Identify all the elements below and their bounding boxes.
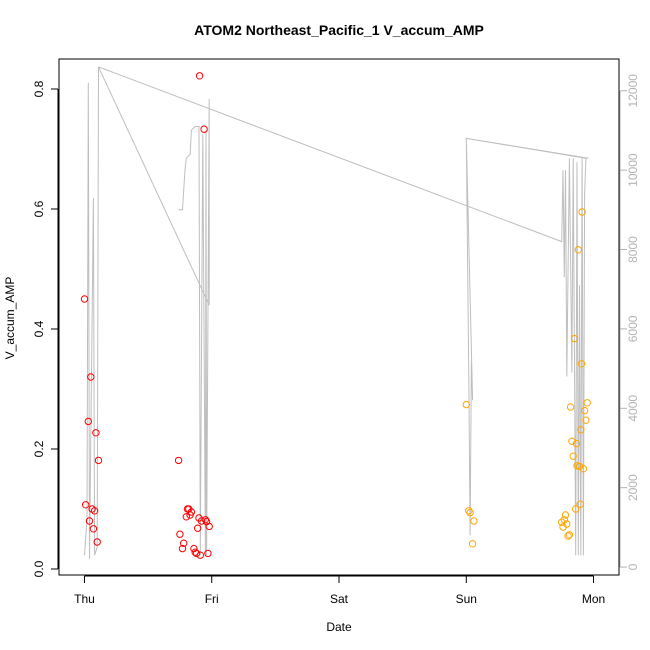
data-point-red-15 — [182, 513, 191, 521]
data-point-orange-16 — [572, 505, 580, 513]
x-tick-label-thu: Thu — [74, 592, 95, 606]
y-tick-label: 0.0 — [32, 560, 46, 577]
line-series — [84, 66, 589, 560]
x-axis-label: Date — [326, 620, 352, 634]
data-point-orange-23 — [577, 360, 586, 368]
x-axis: Thu Fri Sat Sun Mon — [74, 575, 605, 606]
data-point-orange-1 — [465, 507, 473, 515]
data-point-red-29 — [201, 516, 210, 524]
x-tick-label-sun: Sun — [456, 592, 477, 606]
data-point-red-11 — [174, 456, 183, 465]
data-point-orange-28 — [583, 399, 591, 407]
data-point-orange-4 — [470, 517, 478, 525]
data-point-red-6 — [89, 525, 98, 533]
data-point-red-25 — [195, 72, 204, 80]
data-point-red-22 — [192, 549, 201, 558]
data-point-orange-22 — [577, 426, 585, 434]
y-axis-right: 0 2000 4000 6000 8000 10000 12000 — [619, 74, 640, 570]
data-point-orange-13 — [568, 437, 576, 445]
y-axis-left: 0.0 0.2 0.4 0.6 0.8 — [32, 80, 59, 577]
data-point-red-8 — [92, 429, 100, 437]
data-point-orange-11 — [565, 531, 574, 539]
x-tick-label-mon: Mon — [582, 592, 605, 606]
data-point-orange-27 — [582, 416, 590, 424]
data-point-orange-20 — [575, 462, 584, 471]
data-point-orange-5 — [558, 518, 566, 526]
point-series — [80, 72, 591, 559]
data-point-red-28 — [200, 125, 208, 133]
data-point-red-14 — [180, 539, 188, 547]
data-point-orange-17 — [572, 439, 581, 448]
data-point-red-4 — [87, 373, 95, 381]
data-point-red-19 — [187, 508, 196, 516]
y2-tick-label: 4000 — [626, 395, 640, 422]
x-tick-label-fri: Fri — [205, 592, 219, 606]
line-segment-thu-fri — [84, 66, 210, 560]
line-segment-sun-mon — [98, 66, 589, 556]
data-point-red-27 — [197, 517, 206, 525]
data-point-red-23 — [194, 524, 202, 532]
data-point-red-3 — [85, 517, 94, 525]
data-point-orange-2 — [466, 508, 474, 517]
y-tick-label: 0.4 — [32, 320, 46, 337]
data-point-orange-26 — [580, 406, 589, 415]
data-point-red-13 — [178, 544, 187, 553]
data-point-orange-9 — [563, 520, 571, 528]
y-tick-label: 0.8 — [32, 80, 46, 97]
data-point-orange-21 — [576, 500, 584, 508]
y2-tick-label: 2000 — [626, 474, 640, 501]
chart-title: ATOM2 Northeast_Pacific_1 V_accum_AMP — [194, 22, 484, 38]
data-point-red-7 — [90, 507, 99, 515]
data-point-orange-10 — [564, 532, 572, 540]
data-point-red-2 — [84, 417, 93, 426]
data-point-red-1 — [82, 501, 90, 509]
data-point-orange-19 — [574, 246, 582, 254]
data-point-orange-8 — [561, 511, 570, 519]
y2-tick-label: 6000 — [626, 315, 640, 342]
data-point-orange-24 — [578, 208, 586, 216]
y2-tick-label: 10000 — [626, 153, 640, 187]
data-point-orange-25 — [579, 465, 588, 473]
data-point-red-32 — [205, 522, 213, 531]
x-tick-label-sat: Sat — [330, 592, 349, 606]
data-point-orange-7 — [560, 516, 568, 524]
data-point-red-26 — [196, 551, 205, 559]
data-point-red-12 — [176, 530, 184, 538]
y2-tick-label: 12000 — [626, 74, 640, 108]
data-point-red-0 — [80, 295, 89, 303]
data-point-orange-15 — [570, 334, 579, 343]
plot-frame — [58, 58, 620, 576]
data-point-orange-14 — [569, 452, 577, 460]
data-point-orange-3 — [468, 540, 477, 548]
y-tick-label: 0.6 — [32, 200, 46, 217]
data-point-orange-0 — [462, 400, 470, 409]
y-axis-label: V_accum_AMP — [3, 277, 17, 360]
y2-tick-label: 0 — [626, 563, 640, 570]
data-point-red-10 — [94, 456, 103, 465]
y-tick-label: 0.2 — [32, 440, 46, 457]
data-point-red-9 — [93, 538, 101, 546]
data-point-red-31 — [204, 549, 212, 558]
y2-tick-label: 8000 — [626, 236, 640, 263]
data-point-orange-12 — [566, 403, 575, 411]
